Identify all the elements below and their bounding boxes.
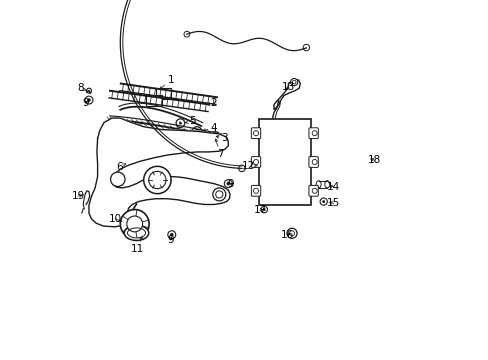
Text: 9: 9 (82, 98, 88, 108)
Circle shape (170, 233, 173, 237)
Circle shape (226, 182, 230, 185)
Text: 16: 16 (280, 230, 293, 240)
Ellipse shape (316, 181, 321, 188)
Ellipse shape (124, 225, 148, 240)
Circle shape (263, 208, 265, 211)
Text: 17: 17 (254, 204, 267, 215)
Circle shape (289, 231, 294, 236)
Text: 7: 7 (215, 139, 223, 159)
Text: 15: 15 (326, 198, 340, 208)
Polygon shape (155, 87, 171, 99)
Circle shape (126, 216, 142, 232)
Circle shape (320, 198, 326, 205)
Circle shape (286, 228, 296, 238)
Text: 18: 18 (367, 155, 381, 165)
Text: 9: 9 (227, 179, 234, 189)
Circle shape (322, 200, 325, 203)
Circle shape (303, 44, 309, 51)
Circle shape (85, 96, 93, 104)
Circle shape (86, 88, 91, 93)
Circle shape (110, 172, 125, 186)
Text: 8: 8 (77, 83, 86, 93)
Circle shape (192, 127, 201, 136)
FancyBboxPatch shape (251, 185, 260, 196)
Polygon shape (273, 80, 300, 110)
Ellipse shape (324, 181, 329, 188)
FancyBboxPatch shape (258, 119, 310, 205)
FancyBboxPatch shape (251, 128, 260, 139)
FancyBboxPatch shape (308, 157, 318, 167)
Polygon shape (89, 118, 230, 227)
Text: 14: 14 (326, 182, 340, 192)
Circle shape (183, 31, 189, 37)
Circle shape (261, 206, 267, 213)
Circle shape (238, 165, 244, 172)
Circle shape (143, 166, 171, 194)
Circle shape (120, 210, 149, 238)
Circle shape (87, 98, 91, 102)
Text: 3: 3 (216, 132, 227, 143)
Circle shape (176, 119, 184, 127)
Circle shape (224, 180, 232, 188)
Circle shape (290, 78, 297, 86)
Circle shape (167, 231, 175, 239)
FancyBboxPatch shape (308, 128, 318, 139)
Text: 9: 9 (167, 235, 174, 245)
Text: 5: 5 (185, 116, 195, 126)
Text: 13: 13 (281, 82, 294, 92)
Circle shape (212, 188, 225, 201)
FancyBboxPatch shape (251, 157, 260, 167)
Text: 2: 2 (206, 98, 217, 108)
Circle shape (179, 122, 182, 125)
Text: 10: 10 (109, 214, 122, 224)
Text: 6: 6 (116, 162, 125, 172)
Text: 12: 12 (241, 161, 257, 171)
Text: 19: 19 (71, 191, 84, 201)
Text: 4: 4 (203, 123, 217, 133)
Circle shape (148, 171, 166, 189)
Circle shape (209, 132, 220, 143)
Circle shape (215, 191, 223, 198)
Text: 1: 1 (160, 75, 174, 89)
Text: 11: 11 (130, 237, 143, 254)
Polygon shape (146, 95, 162, 106)
FancyBboxPatch shape (308, 185, 318, 196)
